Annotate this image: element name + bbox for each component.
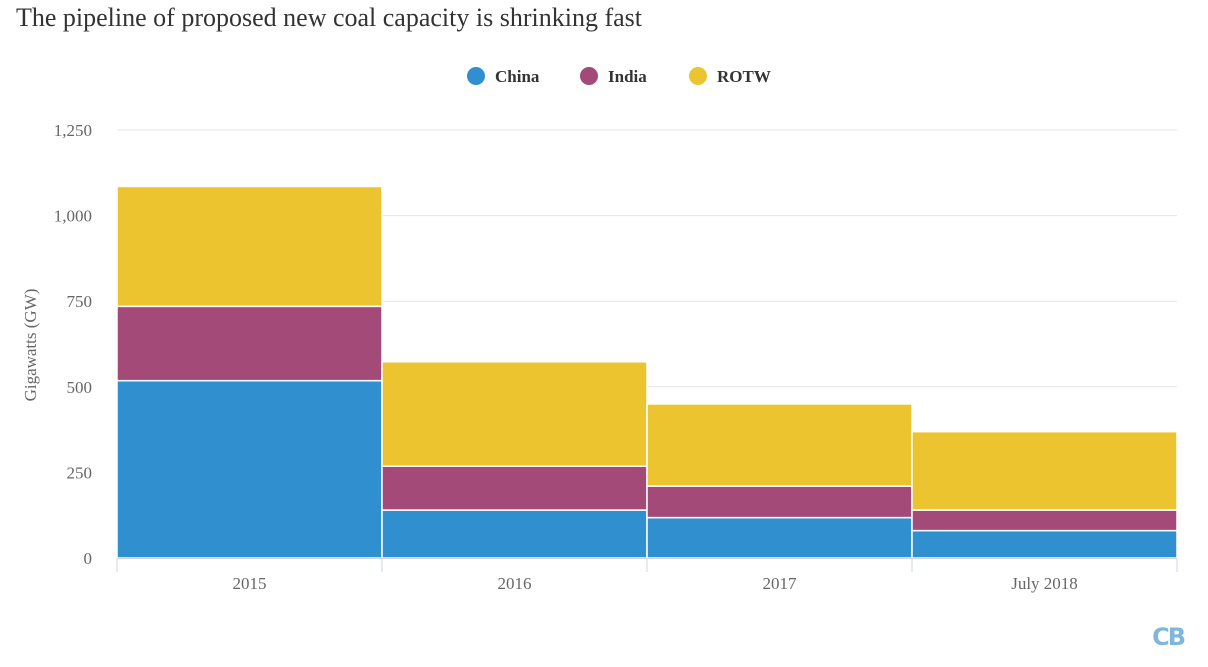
- bar-rotw-2017[interactable]: [646, 403, 913, 487]
- legend-marker: [467, 67, 485, 85]
- y-tick-label: 250: [67, 463, 93, 482]
- y-tick-label: 1,000: [54, 207, 92, 226]
- y-axis-title: Gigawatts (GW): [21, 289, 40, 402]
- bars: [116, 185, 1178, 559]
- bar-india-july-2018[interactable]: [911, 509, 1178, 532]
- legend-item-rotw[interactable]: ROTW: [689, 67, 771, 86]
- x-tick-labels: 2015 2016 2017 July 2018: [233, 574, 1078, 593]
- y-tick-label: 1,250: [54, 121, 92, 140]
- carbon-brief-logo: CB: [1152, 623, 1186, 651]
- x-tick-label: July 2018: [1011, 574, 1078, 593]
- x-tick-label: 2015: [233, 574, 267, 593]
- bar-china-2016[interactable]: [381, 509, 648, 559]
- bar-rotw-2016[interactable]: [381, 361, 648, 467]
- bar-rotw-2015[interactable]: [116, 185, 383, 308]
- legend-label: India: [608, 67, 647, 86]
- y-tick-label: 500: [67, 378, 93, 397]
- legend-label: China: [495, 67, 540, 86]
- chart-title: The pipeline of proposed new coal capaci…: [16, 3, 642, 32]
- x-tick-label: 2017: [763, 574, 798, 593]
- y-tick-label: 0: [84, 549, 93, 568]
- x-tick-label: 2016: [498, 574, 532, 593]
- bar-rotw-july-2018[interactable]: [911, 430, 1178, 511]
- legend[interactable]: China India ROTW: [467, 67, 771, 86]
- legend-marker: [689, 67, 707, 85]
- bar-india-2016[interactable]: [381, 465, 648, 511]
- legend-label: ROTW: [717, 67, 771, 86]
- bar-china-2017[interactable]: [646, 516, 913, 559]
- legend-item-china[interactable]: China: [467, 67, 540, 86]
- x-axis: [116, 558, 1178, 572]
- bar-china-2015[interactable]: [116, 379, 383, 559]
- bar-india-2017[interactable]: [646, 485, 913, 519]
- legend-item-india[interactable]: India: [580, 67, 647, 86]
- bar-china-july-2018[interactable]: [911, 529, 1178, 559]
- y-tick-label: 750: [67, 292, 93, 311]
- y-axis: 0 250 500 750 1,000 1,250: [54, 121, 92, 568]
- legend-marker: [580, 67, 598, 85]
- bar-india-2015[interactable]: [116, 305, 383, 382]
